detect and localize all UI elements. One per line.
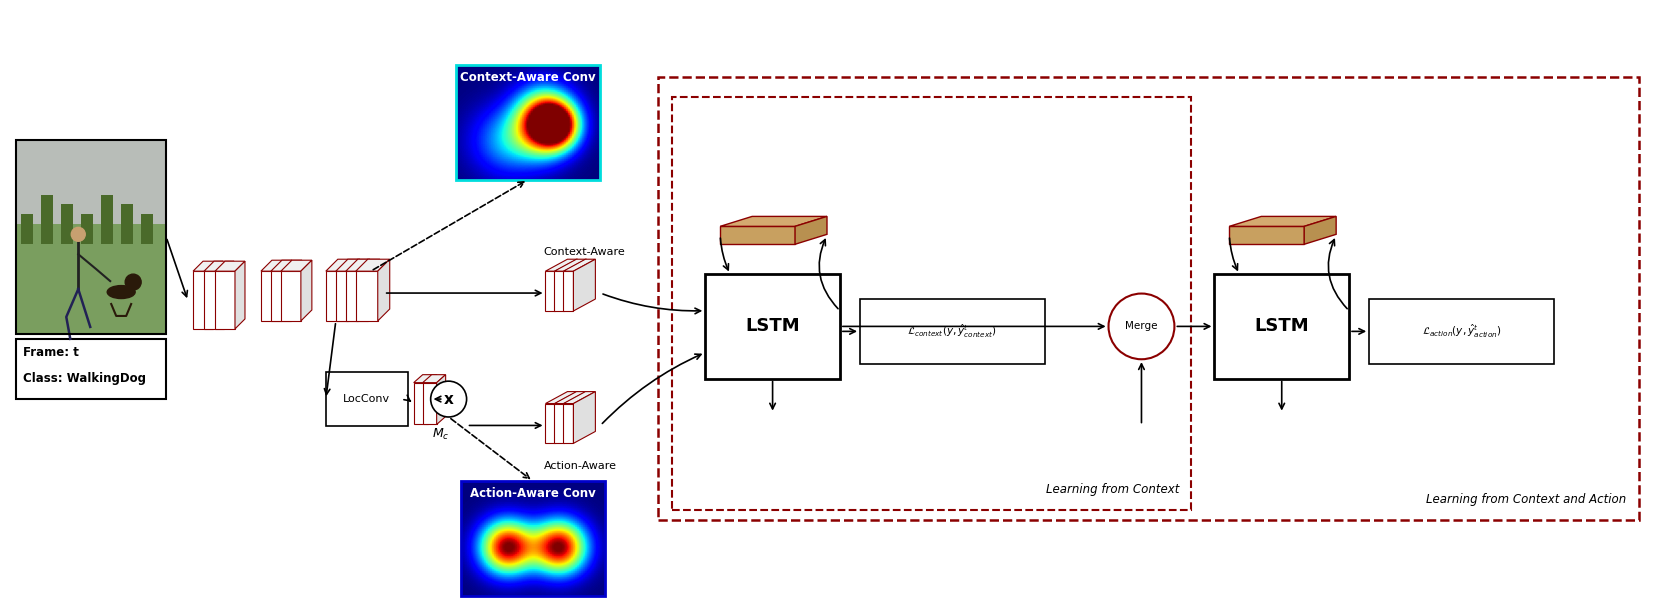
FancyBboxPatch shape bbox=[141, 214, 154, 244]
Polygon shape bbox=[193, 261, 223, 271]
Polygon shape bbox=[555, 392, 577, 443]
Polygon shape bbox=[554, 259, 587, 271]
Polygon shape bbox=[281, 271, 301, 321]
Polygon shape bbox=[428, 375, 436, 424]
Text: LSTM: LSTM bbox=[746, 317, 800, 336]
Polygon shape bbox=[423, 382, 436, 424]
Polygon shape bbox=[379, 259, 390, 321]
Polygon shape bbox=[355, 259, 390, 271]
Polygon shape bbox=[281, 260, 312, 271]
Polygon shape bbox=[545, 271, 555, 311]
Polygon shape bbox=[291, 260, 302, 321]
Circle shape bbox=[126, 274, 141, 290]
Polygon shape bbox=[347, 259, 360, 321]
Polygon shape bbox=[203, 271, 225, 329]
FancyBboxPatch shape bbox=[101, 194, 112, 244]
Ellipse shape bbox=[107, 286, 136, 298]
Polygon shape bbox=[795, 216, 826, 244]
Polygon shape bbox=[574, 259, 595, 311]
FancyBboxPatch shape bbox=[41, 194, 53, 244]
Polygon shape bbox=[357, 259, 370, 321]
Text: Learning from Context: Learning from Context bbox=[1046, 483, 1179, 496]
Polygon shape bbox=[1230, 227, 1304, 244]
Text: Merge: Merge bbox=[1126, 322, 1157, 331]
Polygon shape bbox=[436, 375, 446, 424]
Text: Learning from Context and Action: Learning from Context and Action bbox=[1427, 493, 1627, 506]
Circle shape bbox=[431, 381, 466, 417]
Polygon shape bbox=[554, 404, 564, 443]
Text: $\mathcal{L}_{context}(y, \hat{y}^t_{context})$: $\mathcal{L}_{context}(y, \hat{y}^t_{con… bbox=[907, 323, 997, 340]
Polygon shape bbox=[1304, 216, 1336, 244]
Polygon shape bbox=[555, 259, 577, 311]
Polygon shape bbox=[545, 404, 555, 443]
Polygon shape bbox=[355, 271, 379, 321]
Text: Action-Aware: Action-Aware bbox=[544, 461, 617, 471]
FancyBboxPatch shape bbox=[706, 274, 840, 379]
Polygon shape bbox=[564, 259, 587, 311]
Polygon shape bbox=[261, 271, 281, 321]
Polygon shape bbox=[326, 259, 360, 271]
Polygon shape bbox=[215, 271, 235, 329]
FancyBboxPatch shape bbox=[1215, 274, 1349, 379]
Polygon shape bbox=[225, 261, 235, 329]
Text: Context-Aware: Context-Aware bbox=[544, 247, 625, 257]
Polygon shape bbox=[203, 261, 235, 271]
Polygon shape bbox=[336, 259, 370, 271]
FancyBboxPatch shape bbox=[17, 139, 165, 224]
Polygon shape bbox=[1230, 216, 1336, 227]
Polygon shape bbox=[271, 271, 291, 321]
Polygon shape bbox=[345, 271, 367, 321]
Text: LSTM: LSTM bbox=[1255, 317, 1309, 336]
Text: Class: WalkingDog: Class: WalkingDog bbox=[23, 371, 147, 385]
Circle shape bbox=[71, 227, 86, 241]
Polygon shape bbox=[193, 271, 213, 329]
Polygon shape bbox=[554, 392, 587, 404]
FancyBboxPatch shape bbox=[17, 339, 165, 398]
Polygon shape bbox=[423, 375, 446, 382]
FancyBboxPatch shape bbox=[81, 214, 93, 244]
Polygon shape bbox=[336, 271, 357, 321]
Polygon shape bbox=[261, 260, 293, 271]
Polygon shape bbox=[721, 227, 795, 244]
Polygon shape bbox=[564, 392, 587, 443]
Polygon shape bbox=[545, 259, 577, 271]
Polygon shape bbox=[564, 404, 574, 443]
FancyBboxPatch shape bbox=[860, 299, 1045, 364]
Polygon shape bbox=[326, 271, 347, 321]
Polygon shape bbox=[301, 260, 312, 321]
Text: Action-Aware Conv: Action-Aware Conv bbox=[469, 487, 595, 500]
FancyBboxPatch shape bbox=[21, 214, 33, 244]
Polygon shape bbox=[721, 216, 826, 227]
FancyBboxPatch shape bbox=[326, 371, 408, 426]
Polygon shape bbox=[281, 260, 293, 321]
Text: Context-Aware Conv: Context-Aware Conv bbox=[460, 71, 595, 84]
Polygon shape bbox=[213, 261, 223, 329]
Text: LocConv: LocConv bbox=[344, 394, 390, 404]
Polygon shape bbox=[215, 261, 245, 271]
Polygon shape bbox=[554, 271, 564, 311]
Text: $M_c$: $M_c$ bbox=[431, 426, 450, 442]
Circle shape bbox=[1109, 294, 1174, 359]
FancyBboxPatch shape bbox=[17, 224, 165, 334]
Polygon shape bbox=[574, 392, 595, 443]
Polygon shape bbox=[564, 271, 574, 311]
Text: $\mathcal{L}_{action}(y, \hat{y}^t_{action})$: $\mathcal{L}_{action}(y, \hat{y}^t_{acti… bbox=[1422, 323, 1501, 340]
Polygon shape bbox=[271, 260, 302, 271]
FancyBboxPatch shape bbox=[61, 205, 73, 244]
FancyBboxPatch shape bbox=[121, 205, 134, 244]
Polygon shape bbox=[345, 259, 380, 271]
Polygon shape bbox=[367, 259, 380, 321]
Text: x: x bbox=[443, 392, 453, 407]
Polygon shape bbox=[413, 375, 436, 382]
Text: Frame: t: Frame: t bbox=[23, 346, 79, 359]
Polygon shape bbox=[564, 392, 595, 404]
Polygon shape bbox=[235, 261, 245, 329]
Polygon shape bbox=[413, 382, 428, 424]
Polygon shape bbox=[564, 259, 595, 271]
FancyBboxPatch shape bbox=[1369, 299, 1554, 364]
Polygon shape bbox=[545, 392, 577, 404]
